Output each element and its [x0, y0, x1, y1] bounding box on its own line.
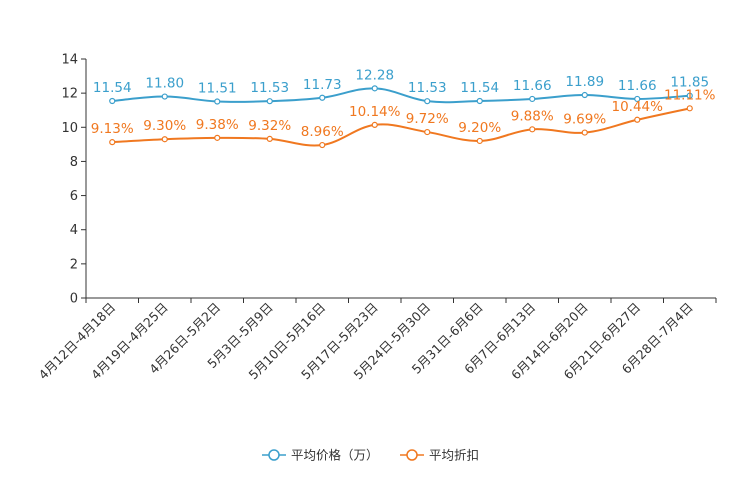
- legend-marker-icon: [406, 449, 418, 461]
- data-label: 8.96%: [301, 124, 344, 140]
- data-label: 11.11%: [664, 87, 716, 103]
- data-point[interactable]: [371, 121, 378, 128]
- data-label: 9.30%: [143, 118, 186, 134]
- data-point[interactable]: [214, 134, 221, 141]
- legend-label: 平均折扣: [429, 448, 479, 463]
- data-label: 11.51: [198, 81, 237, 97]
- data-point[interactable]: [424, 98, 431, 105]
- data-point[interactable]: [319, 141, 326, 149]
- data-point[interactable]: [529, 95, 536, 103]
- data-point[interactable]: [371, 85, 378, 92]
- data-point[interactable]: [161, 136, 168, 143]
- y-axis: 0 2 4 6 8 10 12 14: [61, 53, 87, 307]
- data-label: 11.73: [303, 77, 342, 93]
- data-label: 10.44%: [612, 99, 664, 115]
- legend[interactable]: 平均价格（万） 平均折扣: [262, 448, 479, 463]
- data-labels-layer: 11.54 11.80 11.51 11.53 11.73 12.28 11.53 11.54…: [91, 67, 716, 140]
- legend-label: 平均价格（万）: [291, 448, 379, 463]
- series-layer: [109, 85, 693, 149]
- y-tick-label: 6: [70, 189, 78, 204]
- data-label: 12.28: [355, 67, 394, 83]
- data-label: 9.72%: [406, 111, 449, 127]
- data-label: 9.20%: [458, 120, 501, 136]
- data-label: 9.88%: [511, 108, 554, 124]
- data-point[interactable]: [529, 126, 536, 133]
- y-tick-label: 8: [70, 155, 78, 170]
- data-point[interactable]: [109, 139, 116, 146]
- data-point[interactable]: [161, 93, 168, 100]
- data-point[interactable]: [634, 95, 641, 103]
- data-label: 11.85: [670, 75, 709, 91]
- data-label: 10.14%: [349, 104, 401, 120]
- series-line-1: [112, 87, 690, 104]
- data-label: 11.54: [93, 80, 132, 96]
- series-line-2: [112, 107, 690, 147]
- data-point[interactable]: [424, 128, 431, 136]
- data-label: 11.80: [145, 76, 184, 92]
- y-tick-label: 0: [70, 292, 78, 307]
- data-label: 11.53: [250, 80, 289, 96]
- y-tick-label: 12: [61, 87, 78, 102]
- data-label: 11.66: [618, 78, 657, 94]
- data-point[interactable]: [109, 97, 116, 105]
- y-tick-label: 2: [70, 257, 78, 272]
- legend-marker-icon: [268, 449, 280, 461]
- data-point[interactable]: [476, 137, 483, 145]
- legend-item-1[interactable]: 平均价格（万）: [262, 448, 379, 463]
- data-point[interactable]: [476, 97, 483, 105]
- y-tick-label: 10: [61, 121, 78, 136]
- data-label: 9.38%: [196, 117, 239, 133]
- data-label: 11.53: [408, 80, 447, 96]
- data-point[interactable]: [581, 91, 588, 99]
- legend-item-2[interactable]: 平均折扣: [400, 448, 479, 463]
- data-label: 9.32%: [248, 118, 291, 134]
- data-label: 11.89: [565, 74, 604, 90]
- data-point[interactable]: [686, 105, 693, 112]
- y-tick-label: 4: [70, 223, 78, 238]
- data-point[interactable]: [634, 116, 641, 123]
- data-label: 11.66: [513, 78, 552, 94]
- data-point[interactable]: [686, 92, 693, 99]
- data-point[interactable]: [266, 98, 273, 105]
- data-point[interactable]: [319, 94, 326, 101]
- data-label: 9.69%: [563, 112, 606, 128]
- data-label: 9.13%: [91, 121, 134, 137]
- y-tick-label: 14: [61, 53, 78, 68]
- data-label: 11.54: [460, 80, 499, 96]
- data-point[interactable]: [214, 98, 221, 105]
- data-point[interactable]: [581, 129, 588, 136]
- data-point[interactable]: [266, 135, 273, 142]
- x-axis: 4月12日-4月18日4月19日-4月25日4月26日-5月2日5月3日-5月9…: [35, 297, 717, 382]
